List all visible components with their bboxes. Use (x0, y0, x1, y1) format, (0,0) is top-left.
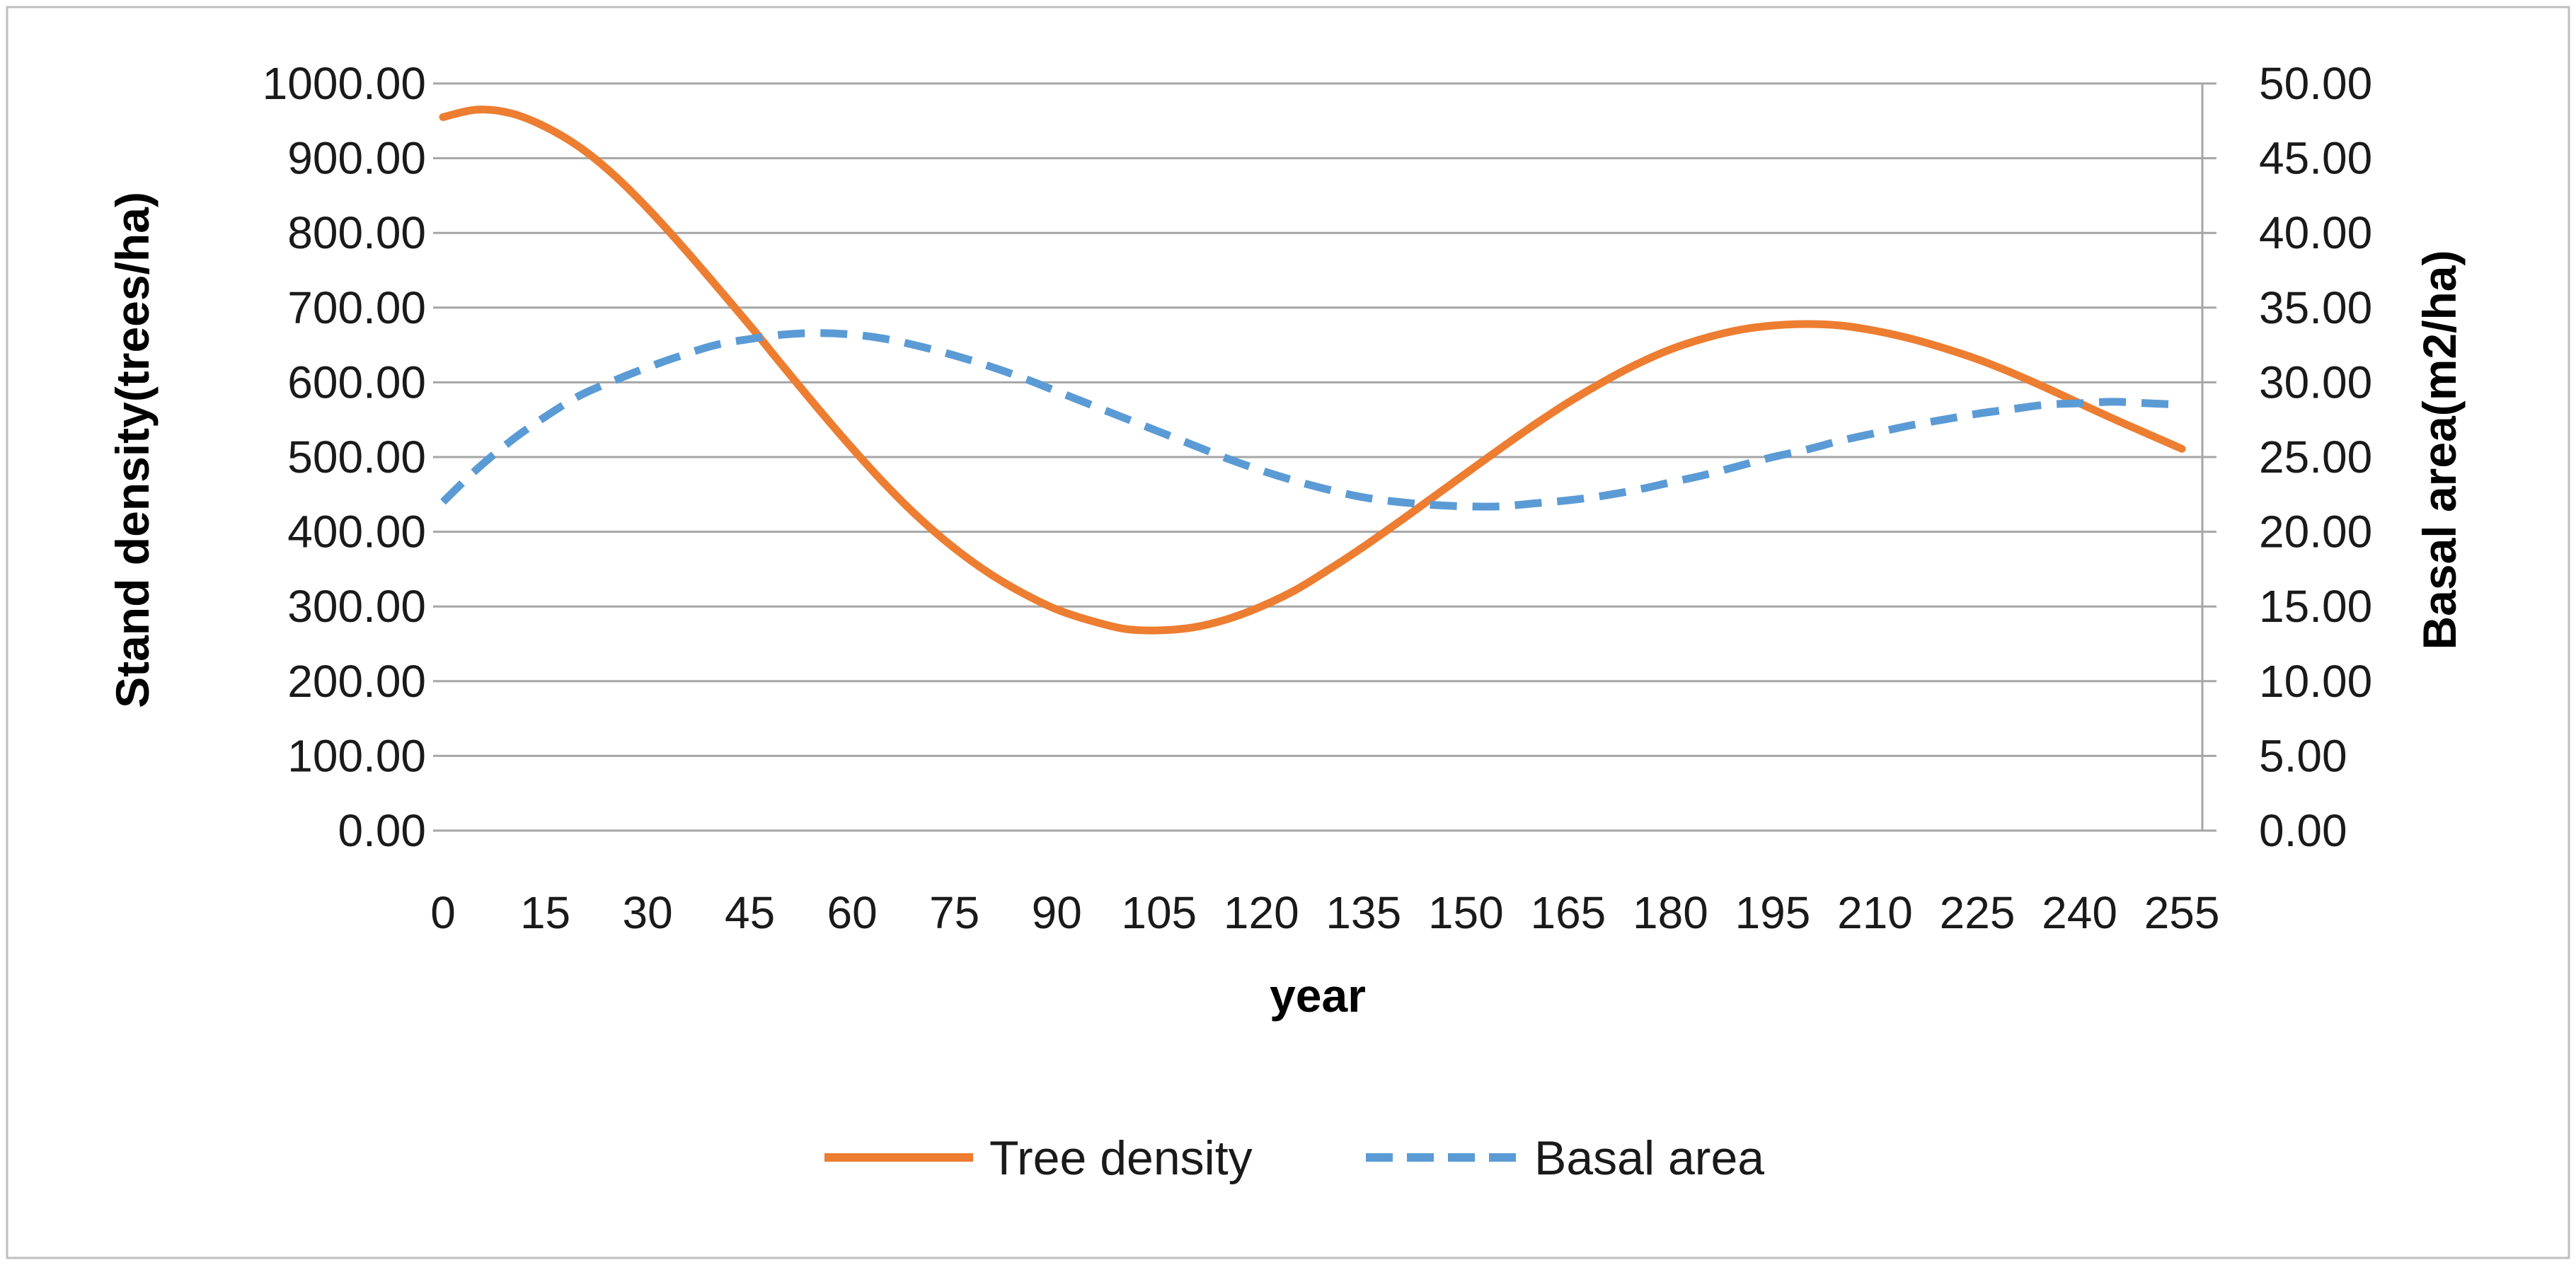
series-line-basal-area (440, 329, 2183, 511)
x-tick-label: 180 (1633, 887, 1708, 938)
legend: Tree density Basal area (824, 1131, 1764, 1185)
x-tick-label: 30 (622, 887, 672, 938)
x-tick-label: 135 (1326, 887, 1401, 938)
right-axis-ticks: 0.00 5.00 10.00 15.00 20.00 25.00 30.00 35.00 40… (2259, 58, 2372, 856)
y-right-tick-label: 0.00 (2259, 805, 2347, 856)
left-axis-ticks: 0.00 100.00 200.00 300.00 400.00 500.00 600.00… (263, 58, 426, 856)
y-left-tick-label: 500.00 (287, 432, 426, 483)
y-right-tick-label: 50.00 (2259, 58, 2372, 109)
y-right-tick-label: 10.00 (2259, 656, 2372, 707)
x-tick-label: 60 (827, 887, 878, 938)
x-tick-label: 75 (929, 887, 979, 938)
chart-border (6, 6, 2570, 1259)
y-right-tick-label: 20.00 (2259, 507, 2372, 558)
x-tick-label: 165 (1530, 887, 1606, 938)
y-right-tick-label: 35.00 (2259, 282, 2372, 333)
y-left-tick-label: 800.00 (287, 207, 426, 258)
x-axis-ticks: 0 15 30 45 60 75 90 105 120 135 150 165 180 195 210 225… (430, 887, 2219, 938)
x-tick-label: 255 (2144, 887, 2220, 938)
y-axis-right-title: Basal area(m2/ha) (2413, 250, 2466, 650)
y-left-tick-label: 400.00 (287, 507, 426, 558)
x-axis-title: year (1270, 969, 1366, 1022)
x-tick-label: 45 (725, 887, 775, 938)
y-right-tick-label: 15.00 (2259, 581, 2372, 632)
series-layer (439, 105, 2186, 635)
x-tick-label: 90 (1032, 887, 1082, 938)
y-right-tick-label: 30.00 (2259, 357, 2372, 408)
legend-label-tree-density: Tree density (989, 1131, 1253, 1185)
x-tick-label: 240 (2042, 887, 2117, 938)
y-left-tick-label: 0.00 (338, 805, 426, 856)
x-tick-label: 105 (1121, 887, 1197, 938)
legend-label-basal-area: Basal area (1534, 1131, 1764, 1185)
y-left-tick-label: 600.00 (287, 357, 426, 408)
y-left-tick-label: 100.00 (287, 730, 426, 781)
series-line-tree-density (439, 105, 2186, 635)
axes (2201, 82, 2216, 832)
x-tick-label: 210 (1837, 887, 1913, 938)
x-tick-label: 195 (1735, 887, 1811, 938)
gridlines (433, 82, 2202, 832)
x-tick-label: 225 (1940, 887, 2016, 938)
x-tick-label: 150 (1428, 887, 1504, 938)
y-left-tick-label: 1000.00 (263, 58, 426, 109)
x-tick-label: 15 (520, 887, 570, 938)
y-right-tick-label: 5.00 (2259, 730, 2347, 781)
y-right-tick-label: 45.00 (2259, 133, 2372, 184)
y-right-tick-label: 40.00 (2259, 207, 2372, 258)
y-right-tick-label: 25.00 (2259, 432, 2372, 483)
x-tick-label: 0 (430, 887, 456, 938)
y-left-tick-label: 700.00 (287, 282, 426, 333)
y-axis-left-title: Stand density(trees/ha) (106, 192, 159, 708)
y-left-tick-label: 900.00 (287, 133, 426, 184)
x-tick-label: 120 (1224, 887, 1299, 938)
y-left-tick-label: 200.00 (287, 656, 426, 707)
y-left-tick-label: 300.00 (287, 581, 426, 632)
